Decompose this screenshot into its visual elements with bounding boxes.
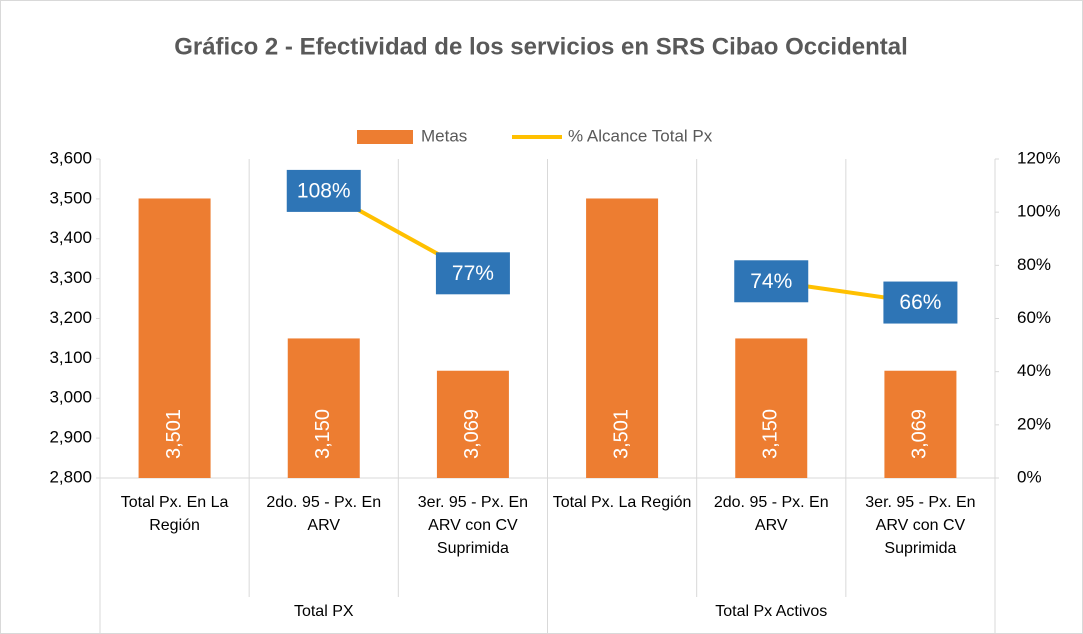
- legend-swatch: [357, 130, 413, 144]
- line-value-label: 66%: [899, 291, 941, 314]
- bar-value-label: 3,069: [909, 409, 931, 459]
- y2-tick-label: 40%: [1017, 361, 1051, 380]
- data-label-box: [435, 252, 510, 295]
- y-tick-label: 3,300: [49, 268, 92, 287]
- bar-value-label: 3,150: [760, 409, 782, 459]
- y-tick-label: 3,600: [49, 148, 92, 167]
- bar-value-label: 3,501: [163, 409, 185, 459]
- legend-label: Metas: [421, 126, 467, 145]
- y-tick-label: 3,100: [49, 348, 92, 367]
- bar-value-label: 3,069: [461, 409, 483, 459]
- x-tick-label: 3er. 95 - Px. En ARV con CV Suprimida: [865, 494, 976, 557]
- bar: [138, 198, 211, 478]
- y2-tick-label: 0%: [1017, 467, 1042, 486]
- data-label-box: [734, 260, 809, 303]
- y2-tick-label: 20%: [1017, 414, 1051, 433]
- bar: [287, 338, 360, 478]
- y-tick-label: 3,000: [49, 388, 92, 407]
- bar: [735, 338, 808, 478]
- line-value-label: 108%: [297, 179, 351, 202]
- y2-tick-label: 100%: [1017, 202, 1060, 221]
- bar: [436, 370, 509, 478]
- chart-title: Gráfico 2 - Efectividad de los servicios…: [174, 33, 908, 60]
- line-value-label: 74%: [750, 270, 792, 293]
- y2-tick-label: 80%: [1017, 255, 1051, 274]
- x-tick-label: Total Px. La Región: [552, 494, 692, 511]
- y-tick-label: 3,400: [49, 228, 92, 247]
- bar: [586, 198, 659, 478]
- y-tick-label: 3,200: [49, 308, 92, 327]
- x-tick-label: 3er. 95 - Px. En ARV con CV Suprimida: [417, 494, 529, 557]
- x-tick-label: 2do. 95 - Px. En ARV: [266, 494, 382, 534]
- y-tick-label: 3,500: [49, 188, 92, 207]
- line-value-label: 77%: [452, 262, 494, 285]
- y2-tick-label: 120%: [1017, 148, 1060, 167]
- bar: [884, 370, 957, 478]
- y-tick-label: 2,800: [49, 467, 92, 486]
- data-label-box: [286, 169, 361, 212]
- bar-value-label: 3,150: [312, 409, 334, 459]
- group-label: Total Px Activos: [715, 603, 828, 620]
- bar-value-label: 3,501: [610, 409, 632, 459]
- x-tick-label: 2do. 95 - Px. En ARV: [713, 494, 829, 534]
- x-tick-label: Total Px. En La Región: [120, 494, 229, 534]
- data-label-box: [883, 281, 958, 324]
- legend-label: % Alcance Total Px: [568, 126, 713, 145]
- y2-tick-label: 60%: [1017, 308, 1051, 327]
- group-label: Total PX: [293, 603, 354, 620]
- y-tick-label: 2,900: [49, 428, 92, 447]
